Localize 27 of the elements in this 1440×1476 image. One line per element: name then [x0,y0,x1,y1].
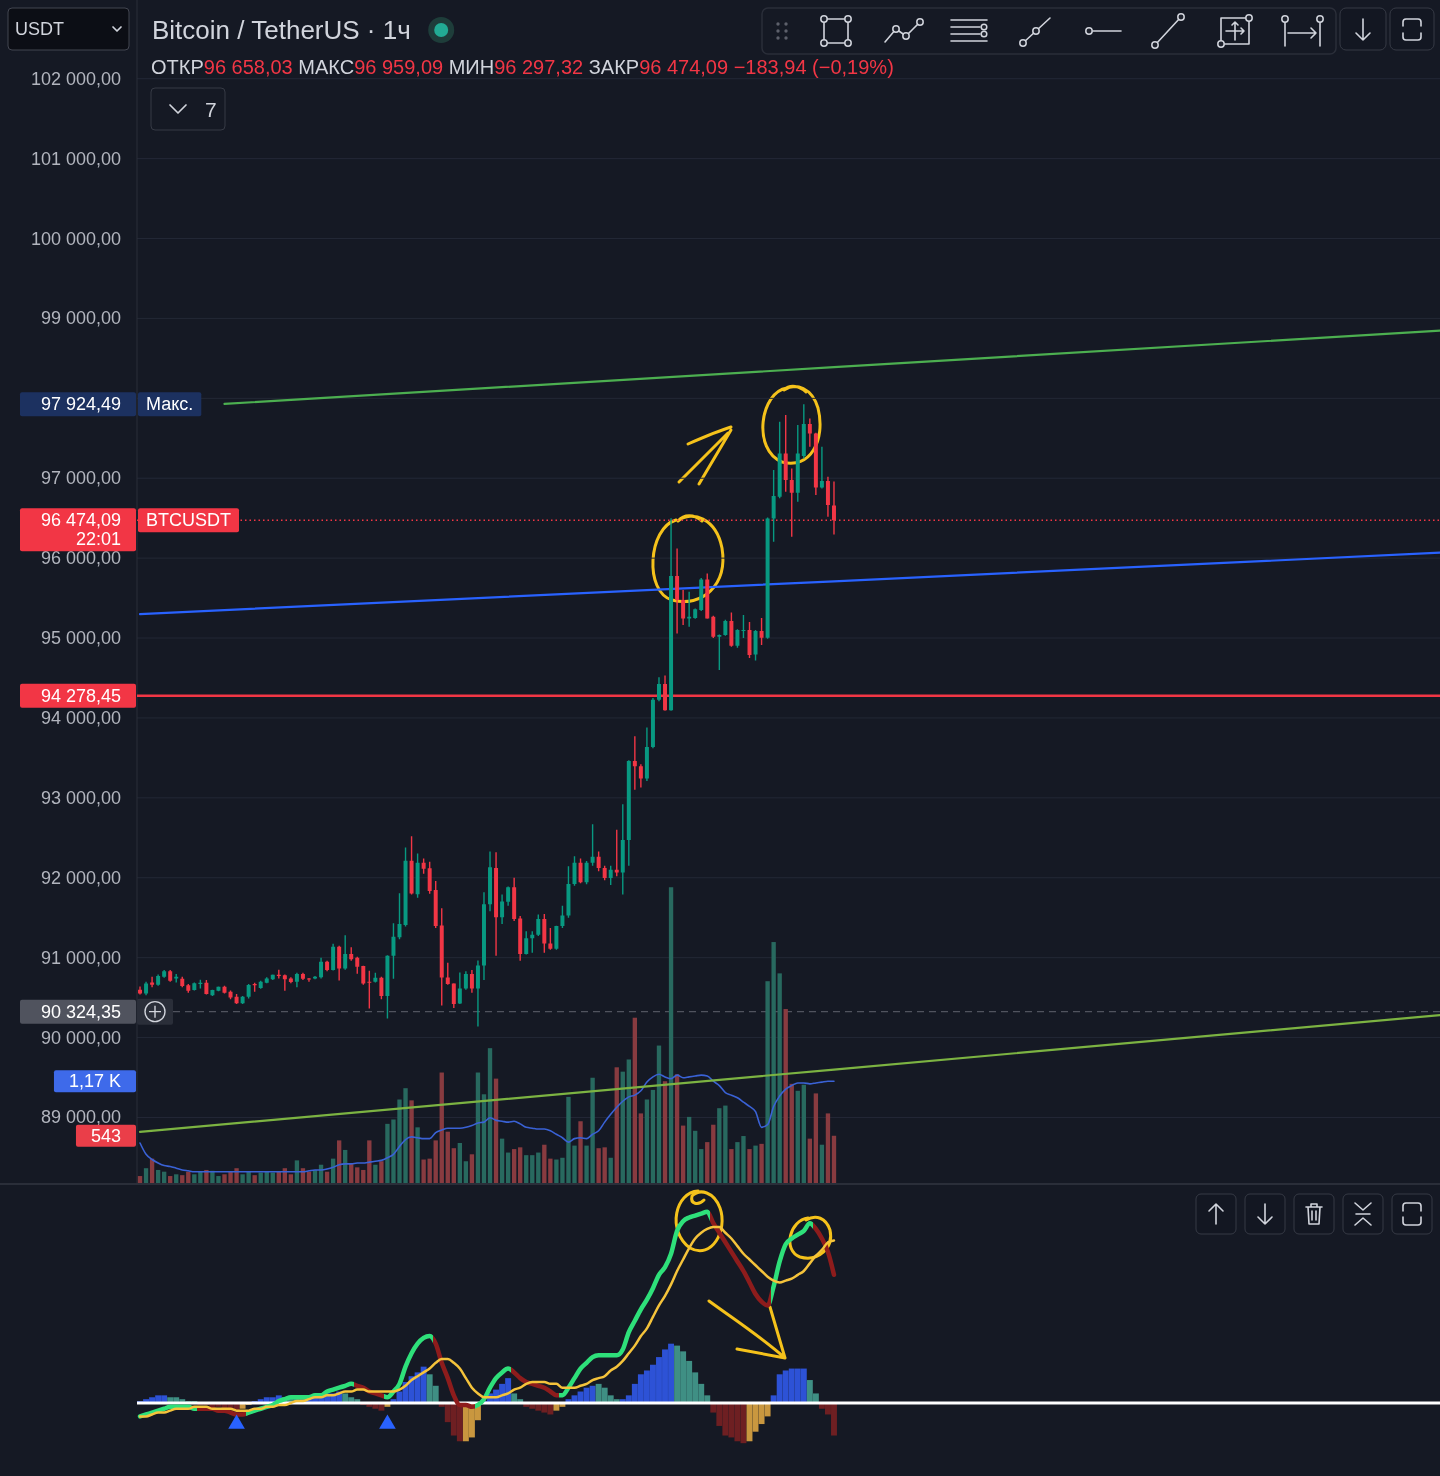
y2-tick-label: 1,17 K [68,1071,121,1092]
y-tick-label: 102 000,00 [30,68,121,89]
y-tick-label: 89 000,00 [40,1107,121,1128]
y-tick-label: 100 000,00 [30,228,121,249]
annotation: Макс. [146,394,194,415]
y2-tick-label: 543 [90,1125,121,1146]
ref-line-label: 94 278,45 [40,685,121,706]
text: 22:01 [75,529,121,550]
y-tick-label: 94 000,00 [40,707,121,728]
annotation: 7 [205,97,217,121]
y-tick-label: 99 000,00 [40,308,121,329]
ref-line-label: 90 324,35 [40,1001,121,1022]
y-axis-title: USDT [15,19,64,39]
text: 97 924,49 [40,394,121,415]
text: ОТКР96 658,03 МАКС96 959,09 МИН96 297,32 ЗАКР96 474,09 −183,94 (−0,19%) [151,56,894,78]
y-tick-label: 91 000,00 [40,947,121,968]
y-tick-label: 97 000,00 [40,468,121,489]
y-tick-label: 93 000,00 [40,787,121,808]
y-tick-label: 95 000,00 [40,628,121,649]
currency-dropdown: USDT [7,7,130,51]
text: Bitcoin / TetherUS · 1ч [152,15,411,45]
annotation: BTCUSDT [146,510,231,531]
y-tick-label: 96 000,00 [40,548,121,569]
y-tick-label: 101 000,00 [30,148,121,169]
ref-line-label: 96 474,09 [40,510,121,531]
y-tick-label: 92 000,00 [40,867,121,888]
y-tick-label: 90 000,00 [40,1027,121,1048]
